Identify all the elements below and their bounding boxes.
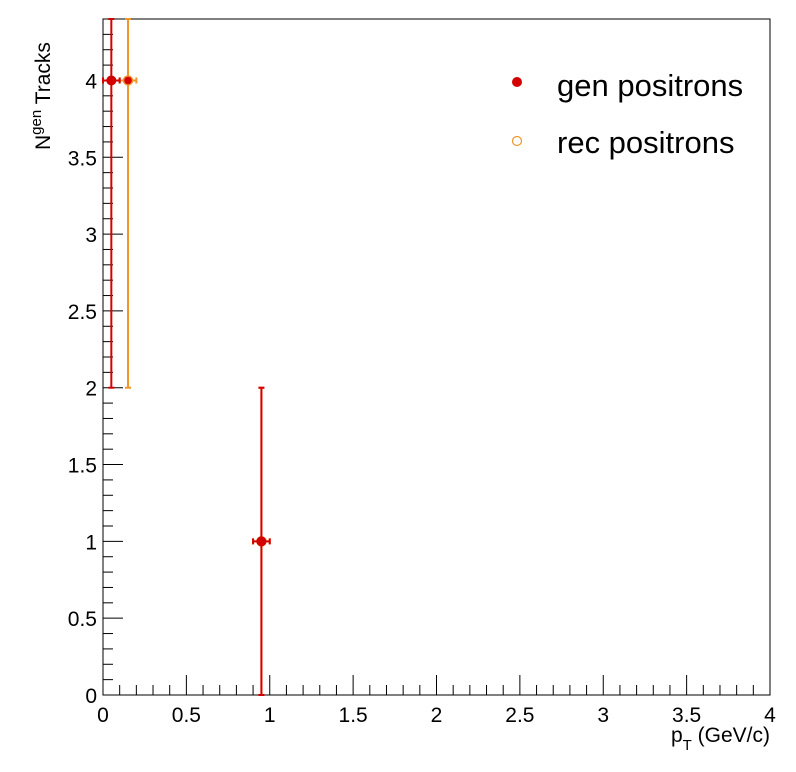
x-tick-label: 0 <box>97 704 109 727</box>
y-tick-label: 1 <box>85 531 97 554</box>
x-tick-label: 4 <box>764 704 776 727</box>
rec-point <box>118 18 138 389</box>
x-tick-labels: 0 0.5 1 1.5 2 2.5 3 3.5 4 <box>97 704 776 727</box>
y-tick-label: 1.5 <box>68 455 97 478</box>
marker <box>106 75 117 86</box>
y-tick-label: 3.5 <box>68 147 97 170</box>
y-tick-label: 2.5 <box>68 301 97 324</box>
x-tick-label: 2 <box>431 704 443 727</box>
gen-point <box>102 18 121 389</box>
marker <box>256 536 267 547</box>
y-tick-label: 0.5 <box>68 608 97 631</box>
y-tick-label: 2 <box>85 378 97 401</box>
x-tick-label: 1 <box>264 704 276 727</box>
legend-marker-rec <box>511 135 523 147</box>
x-tick-label: 3.5 <box>672 704 701 727</box>
x-tick-label: 2.5 <box>505 704 534 727</box>
data-points <box>102 18 271 696</box>
gen-point <box>252 386 271 696</box>
axis-ticks <box>102 18 771 696</box>
y-axis-title: Ngen Tracks <box>28 42 55 150</box>
legend-marker-gen <box>512 77 522 87</box>
x-tick-label: 1.5 <box>339 704 368 727</box>
y-tick-label: 0 <box>85 685 97 708</box>
legend: gen positrons rec positrons <box>511 68 743 160</box>
legend-label-rec: rec positrons <box>557 125 734 160</box>
marker <box>122 75 134 86</box>
y-tick-label: 3 <box>85 224 97 247</box>
x-tick-label: 0.5 <box>172 704 201 727</box>
x-axis-title: pT (GeV/c) <box>671 724 770 754</box>
x-tick-label: 3 <box>597 704 609 727</box>
y-tick-label: 4 <box>85 70 97 93</box>
legend-label-gen: gen positrons <box>557 68 743 103</box>
y-tick-labels: 0 0.5 1 1.5 2 2.5 3 3.5 4 <box>68 70 98 708</box>
